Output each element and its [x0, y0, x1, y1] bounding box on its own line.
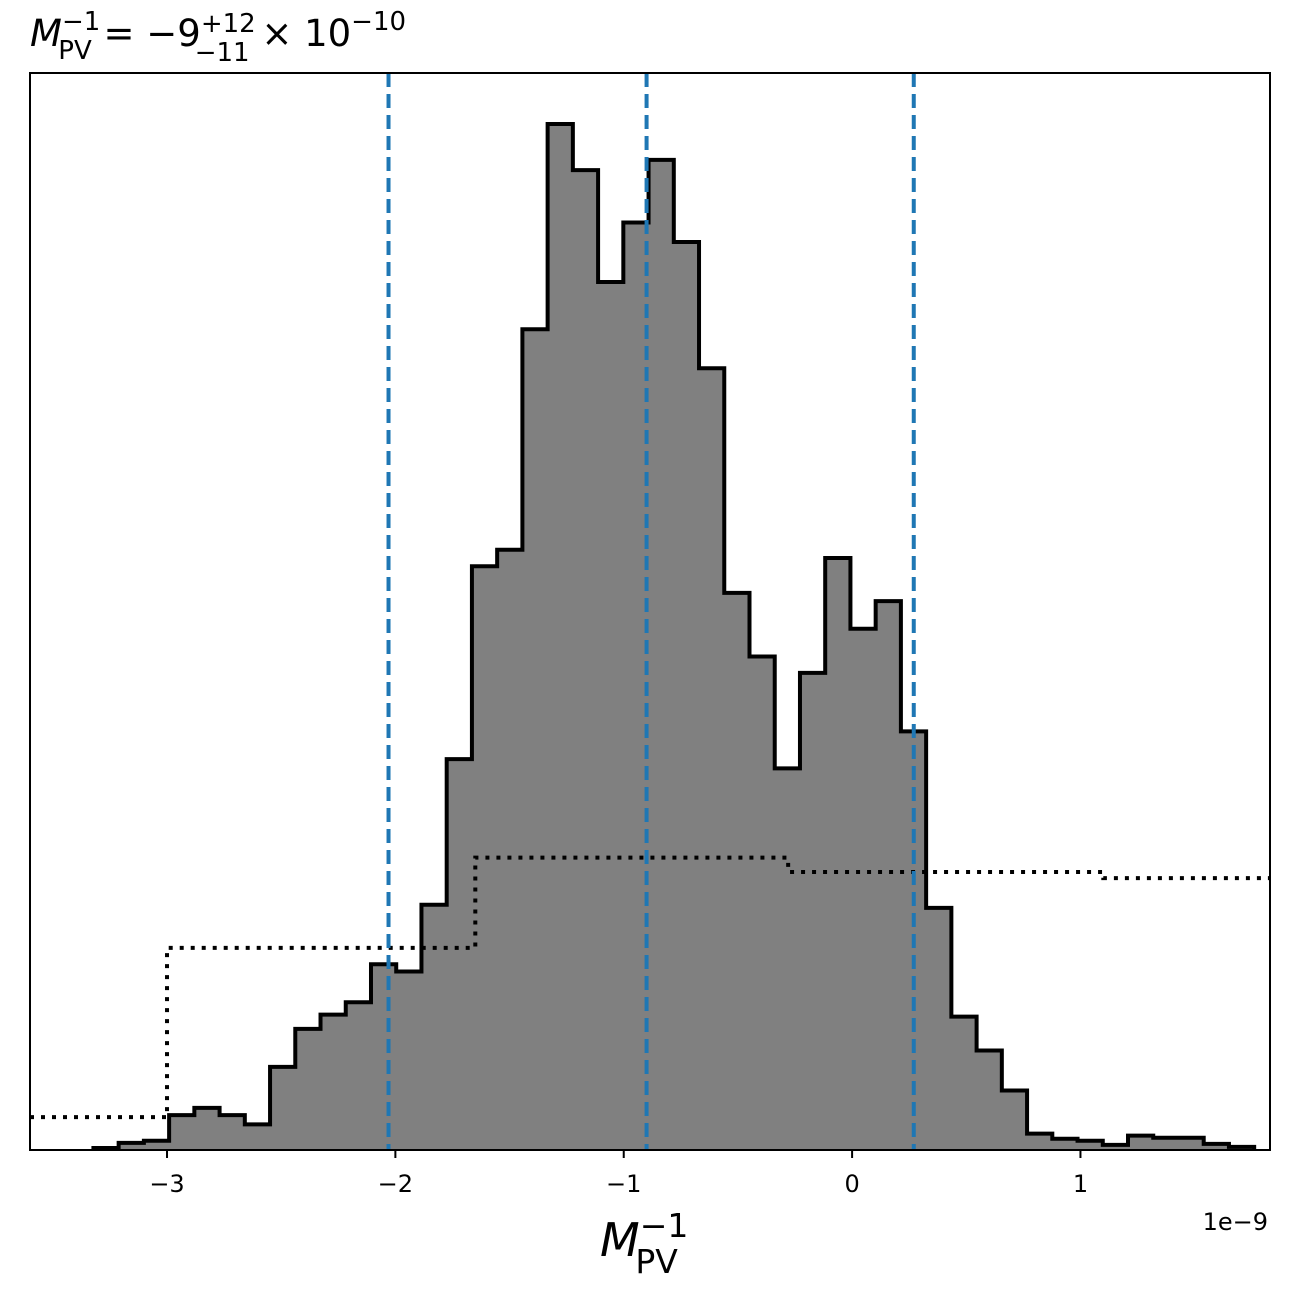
- histogram-bar: [270, 1066, 296, 1150]
- histogram-bar: [572, 170, 599, 1150]
- histogram-bar: [345, 1002, 372, 1150]
- histogram-bar: [194, 1107, 221, 1150]
- histogram-bar: [799, 672, 826, 1150]
- title-exponent: −10: [351, 7, 406, 37]
- histogram-bar: [143, 1140, 170, 1150]
- title-symbol-sup: −1: [62, 7, 100, 37]
- histogram-bar: [825, 557, 851, 1150]
- x-axis-label: M−1 PV: [600, 1206, 688, 1281]
- histogram-bar: [244, 1124, 271, 1150]
- histogram-bar: [1102, 1144, 1129, 1150]
- histogram-bar: [118, 1142, 145, 1150]
- histogram-bar: [1027, 1133, 1053, 1150]
- histogram-bar: [1077, 1140, 1104, 1150]
- histogram-bar: [926, 907, 952, 1150]
- title-lower-error: −11: [195, 38, 250, 68]
- histogram-bar: [396, 971, 422, 1150]
- histogram-bar: [547, 124, 574, 1150]
- prior-dotted-line: [30, 855, 1270, 1120]
- histogram-bar: [1128, 1135, 1154, 1150]
- histogram-bar: [850, 628, 877, 1150]
- histogram-bar: [1001, 1090, 1028, 1150]
- x-axis-ticks: −3 −2 −1 0 1: [149, 1150, 1088, 1198]
- x-tick-label: −2: [378, 1170, 413, 1198]
- histogram-bar: [648, 159, 675, 1150]
- histogram-bar: [320, 1014, 347, 1150]
- histogram-bar: [446, 759, 473, 1150]
- histogram-bar: [774, 768, 801, 1150]
- plot-frame: [29, 72, 1271, 1151]
- histogram-bar: [598, 282, 624, 1150]
- histogram-bar: [724, 592, 750, 1150]
- x-tick-label: 0: [844, 1170, 859, 1198]
- title-upper-error: +12: [201, 9, 256, 39]
- histogram-bar: [421, 904, 448, 1150]
- histogram-bar: [699, 368, 725, 1150]
- histogram-bar: [749, 656, 776, 1150]
- xlabel-sub: PV: [635, 1242, 678, 1281]
- histogram-outline: [91, 122, 1257, 1150]
- histogram-bar: [1178, 1137, 1205, 1150]
- histogram-bar: [951, 1016, 978, 1150]
- histogram-bar: [673, 241, 700, 1150]
- histogram-bar: [1203, 1143, 1230, 1150]
- histogram-bar: [219, 1115, 246, 1150]
- histogram-bar: [1153, 1137, 1179, 1150]
- title-symbol-sub: PV: [58, 36, 92, 66]
- xlabel-symbol: M: [600, 1213, 640, 1267]
- x-axis-offset-text: 1e−9: [1203, 1208, 1268, 1236]
- histogram-bar: [295, 1028, 322, 1150]
- histogram-bar: [169, 1115, 195, 1150]
- title-equals-value: = −9: [92, 12, 201, 55]
- plot-area: [30, 73, 1270, 1150]
- histogram-bar: [1052, 1138, 1079, 1150]
- xlabel-sup: −1: [640, 1206, 689, 1245]
- histogram-bar: [370, 964, 397, 1150]
- x-tick-label: 1: [1073, 1170, 1088, 1198]
- x-tick-label: −3: [149, 1170, 184, 1198]
- histogram-bar: [976, 1050, 1003, 1150]
- histogram-bar: [522, 329, 549, 1150]
- title-times-ten: × 10: [250, 12, 352, 55]
- histogram-bar: [875, 601, 902, 1150]
- x-tick-label: −1: [606, 1170, 641, 1198]
- chart-title: M−1 PV = −9+12 −11 × 10−10: [30, 7, 406, 68]
- histogram-bar: [497, 549, 523, 1150]
- title-symbol: M: [30, 12, 62, 55]
